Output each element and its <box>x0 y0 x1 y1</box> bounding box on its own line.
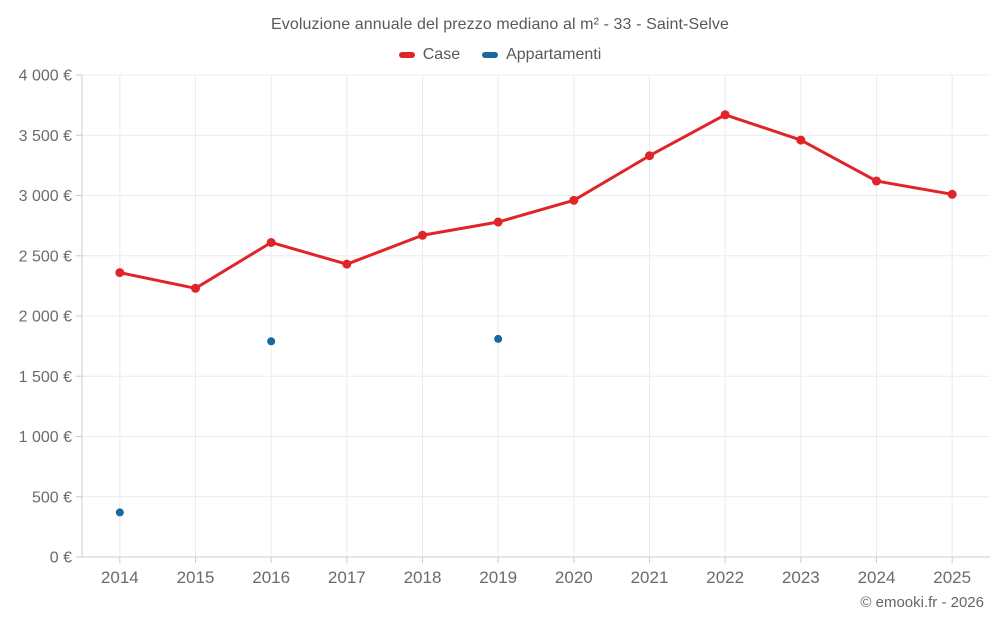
legend: Case Appartamenti <box>0 46 1000 64</box>
x-tick-label: 2025 <box>933 568 971 587</box>
x-tick-label: 2017 <box>328 568 366 587</box>
y-tick-label: 1 500 € <box>19 369 72 386</box>
x-tick-label: 2016 <box>252 568 290 587</box>
data-point-case-2021 <box>645 151 654 161</box>
data-point-case-2014 <box>115 268 125 278</box>
legend-label-case: Case <box>422 46 461 63</box>
y-tick-label: 0 € <box>50 550 72 567</box>
case-swatch-icon <box>398 52 415 58</box>
legend-item-appartamenti[interactable]: Appartamenti <box>482 46 601 64</box>
y-tick-label: 3 500 € <box>19 128 72 145</box>
x-tick-label: 2022 <box>706 568 744 587</box>
data-point-case-2024 <box>872 176 881 186</box>
copyright-credit: © emooki.fr - 2026 <box>860 594 984 611</box>
data-point-case-2016 <box>266 237 276 247</box>
legend-label-appartamenti: Appartamenti <box>506 46 602 63</box>
data-point-case-2019 <box>493 217 503 227</box>
chart-title: Evoluzione annuale del prezzo mediano al… <box>270 16 729 33</box>
x-tick-label: 2015 <box>177 568 215 587</box>
data-point-case-2022 <box>720 110 730 120</box>
series-line-case <box>118 113 954 290</box>
data-point-case-2017 <box>342 259 352 269</box>
y-tick-label: 2 500 € <box>19 248 72 265</box>
data-point-appartamenti-2016 <box>267 337 276 346</box>
x-tick-label: 2019 <box>479 568 517 587</box>
legend-item-case[interactable]: Case <box>398 46 461 64</box>
x-tick-label: 2024 <box>858 568 896 587</box>
y-tick-label: 500 € <box>32 489 72 506</box>
x-tick-label: 2023 <box>782 568 820 587</box>
data-point-case-2023 <box>796 135 806 145</box>
data-point-case-2025 <box>947 189 957 199</box>
y-tick-label: 3 000 € <box>19 188 72 205</box>
data-point-appartamenti-2014 <box>115 508 124 517</box>
y-tick-label: 2 000 € <box>19 309 72 326</box>
y-tick-label: 4 000 € <box>19 68 72 85</box>
x-tick-label: 2018 <box>404 568 442 587</box>
x-tick-label: 2014 <box>101 568 139 587</box>
data-point-case-2018 <box>418 230 427 240</box>
appartamenti-swatch-icon <box>482 52 499 58</box>
data-point-case-2015 <box>191 283 200 293</box>
data-point-appartamenti-2019 <box>494 334 503 343</box>
y-tick-label: 1 000 € <box>19 429 72 446</box>
x-tick-label: 2020 <box>555 568 593 587</box>
x-tick-label: 2021 <box>631 568 669 587</box>
data-point-case-2020 <box>569 195 579 205</box>
